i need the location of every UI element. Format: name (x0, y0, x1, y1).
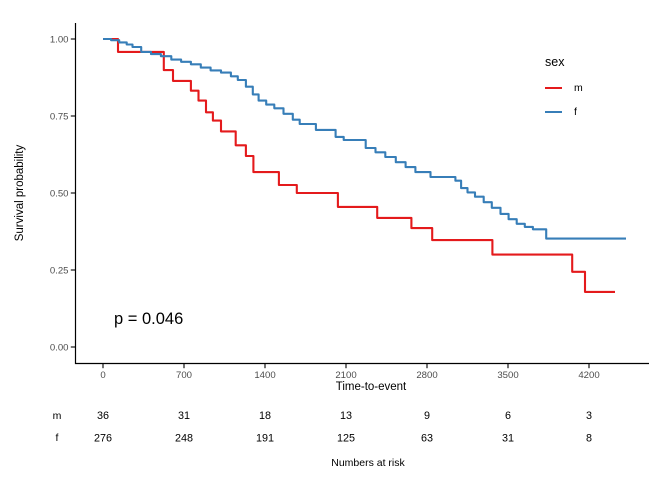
x-axis-title: Time-to-event (335, 381, 407, 393)
risk-count-m: 36 (97, 410, 109, 422)
risk-count-f: 125 (337, 433, 355, 445)
risk-count-f: 63 (421, 433, 433, 445)
y-tick-label: 1.00 (50, 34, 69, 45)
risk-count-f: 248 (175, 433, 193, 445)
x-tick-label: 1400 (254, 370, 275, 381)
y-tick-label: 0.50 (50, 188, 69, 199)
risk-count-f: 276 (94, 433, 112, 445)
legend-label-f: f (574, 106, 577, 118)
legend-swatch-m (545, 86, 562, 90)
legend-label-m: m (574, 82, 583, 94)
risk-count-m: 18 (259, 410, 271, 422)
y-tick-label: 0.75 (50, 111, 69, 122)
p-value-annotation: p = 0.046 (114, 310, 184, 328)
y-tick-label: 0.00 (50, 342, 69, 353)
risk-row-label-f: f (55, 432, 59, 444)
risk-row-label-m: m (52, 410, 62, 422)
risk-table-title: Numbers at risk (331, 457, 405, 469)
risk-count-m: 3 (586, 410, 592, 422)
risk-count-m: 6 (505, 410, 511, 422)
y-tick-label: 0.25 (50, 265, 69, 276)
axis-lines (74, 23, 649, 365)
risk-count-f: 31 (502, 433, 514, 445)
x-tick-label: 700 (176, 370, 192, 381)
risk-count-f: 191 (256, 433, 274, 445)
legend-swatch-f (545, 110, 562, 114)
legend-item-m: m (545, 81, 583, 95)
x-tick-label: 2800 (416, 370, 437, 381)
survival-curve-f (103, 37, 626, 240)
x-tick-label: 4200 (578, 370, 599, 381)
survival-curve-m (103, 37, 615, 293)
y-axis-title: Survival probability (14, 144, 26, 242)
x-tick-label: 3500 (497, 370, 518, 381)
x-tick-label: 0 (100, 370, 105, 381)
legend-item-f: f (545, 105, 583, 119)
risk-count-m: 31 (178, 410, 190, 422)
legend: sex m f (545, 55, 583, 129)
risk-count-m: 9 (424, 410, 430, 422)
risk-count-f: 8 (586, 433, 592, 445)
risk-count-m: 13 (340, 410, 352, 422)
x-tick-label: 2100 (335, 370, 356, 381)
legend-title: sex (545, 55, 565, 69)
